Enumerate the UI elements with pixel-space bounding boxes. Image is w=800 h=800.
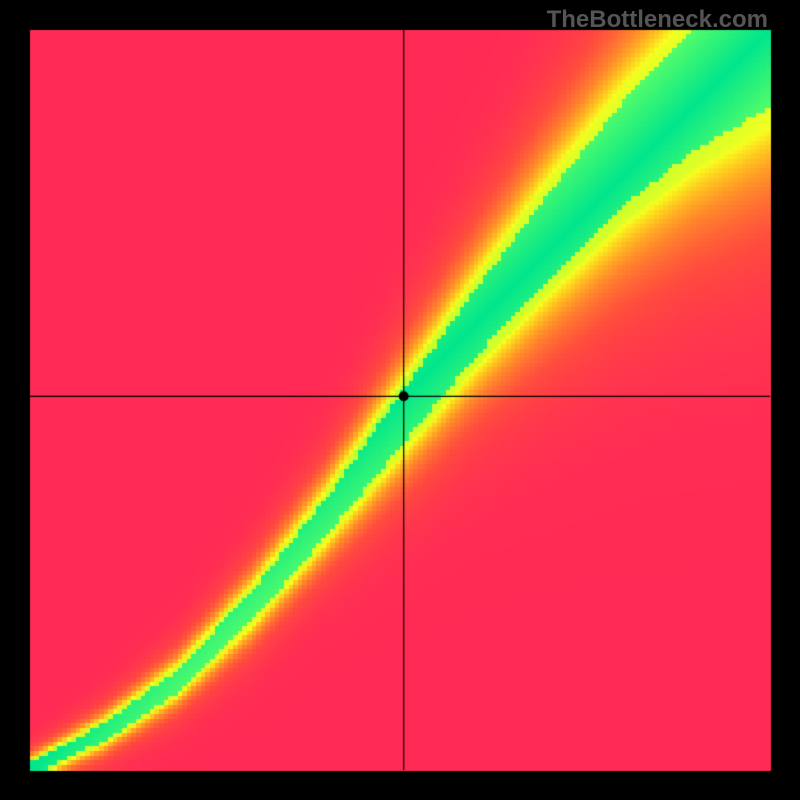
watermark-text: TheBottleneck.com <box>547 6 768 34</box>
bottleneck-heatmap <box>0 0 800 800</box>
chart-container: TheBottleneck.com <box>0 0 800 800</box>
